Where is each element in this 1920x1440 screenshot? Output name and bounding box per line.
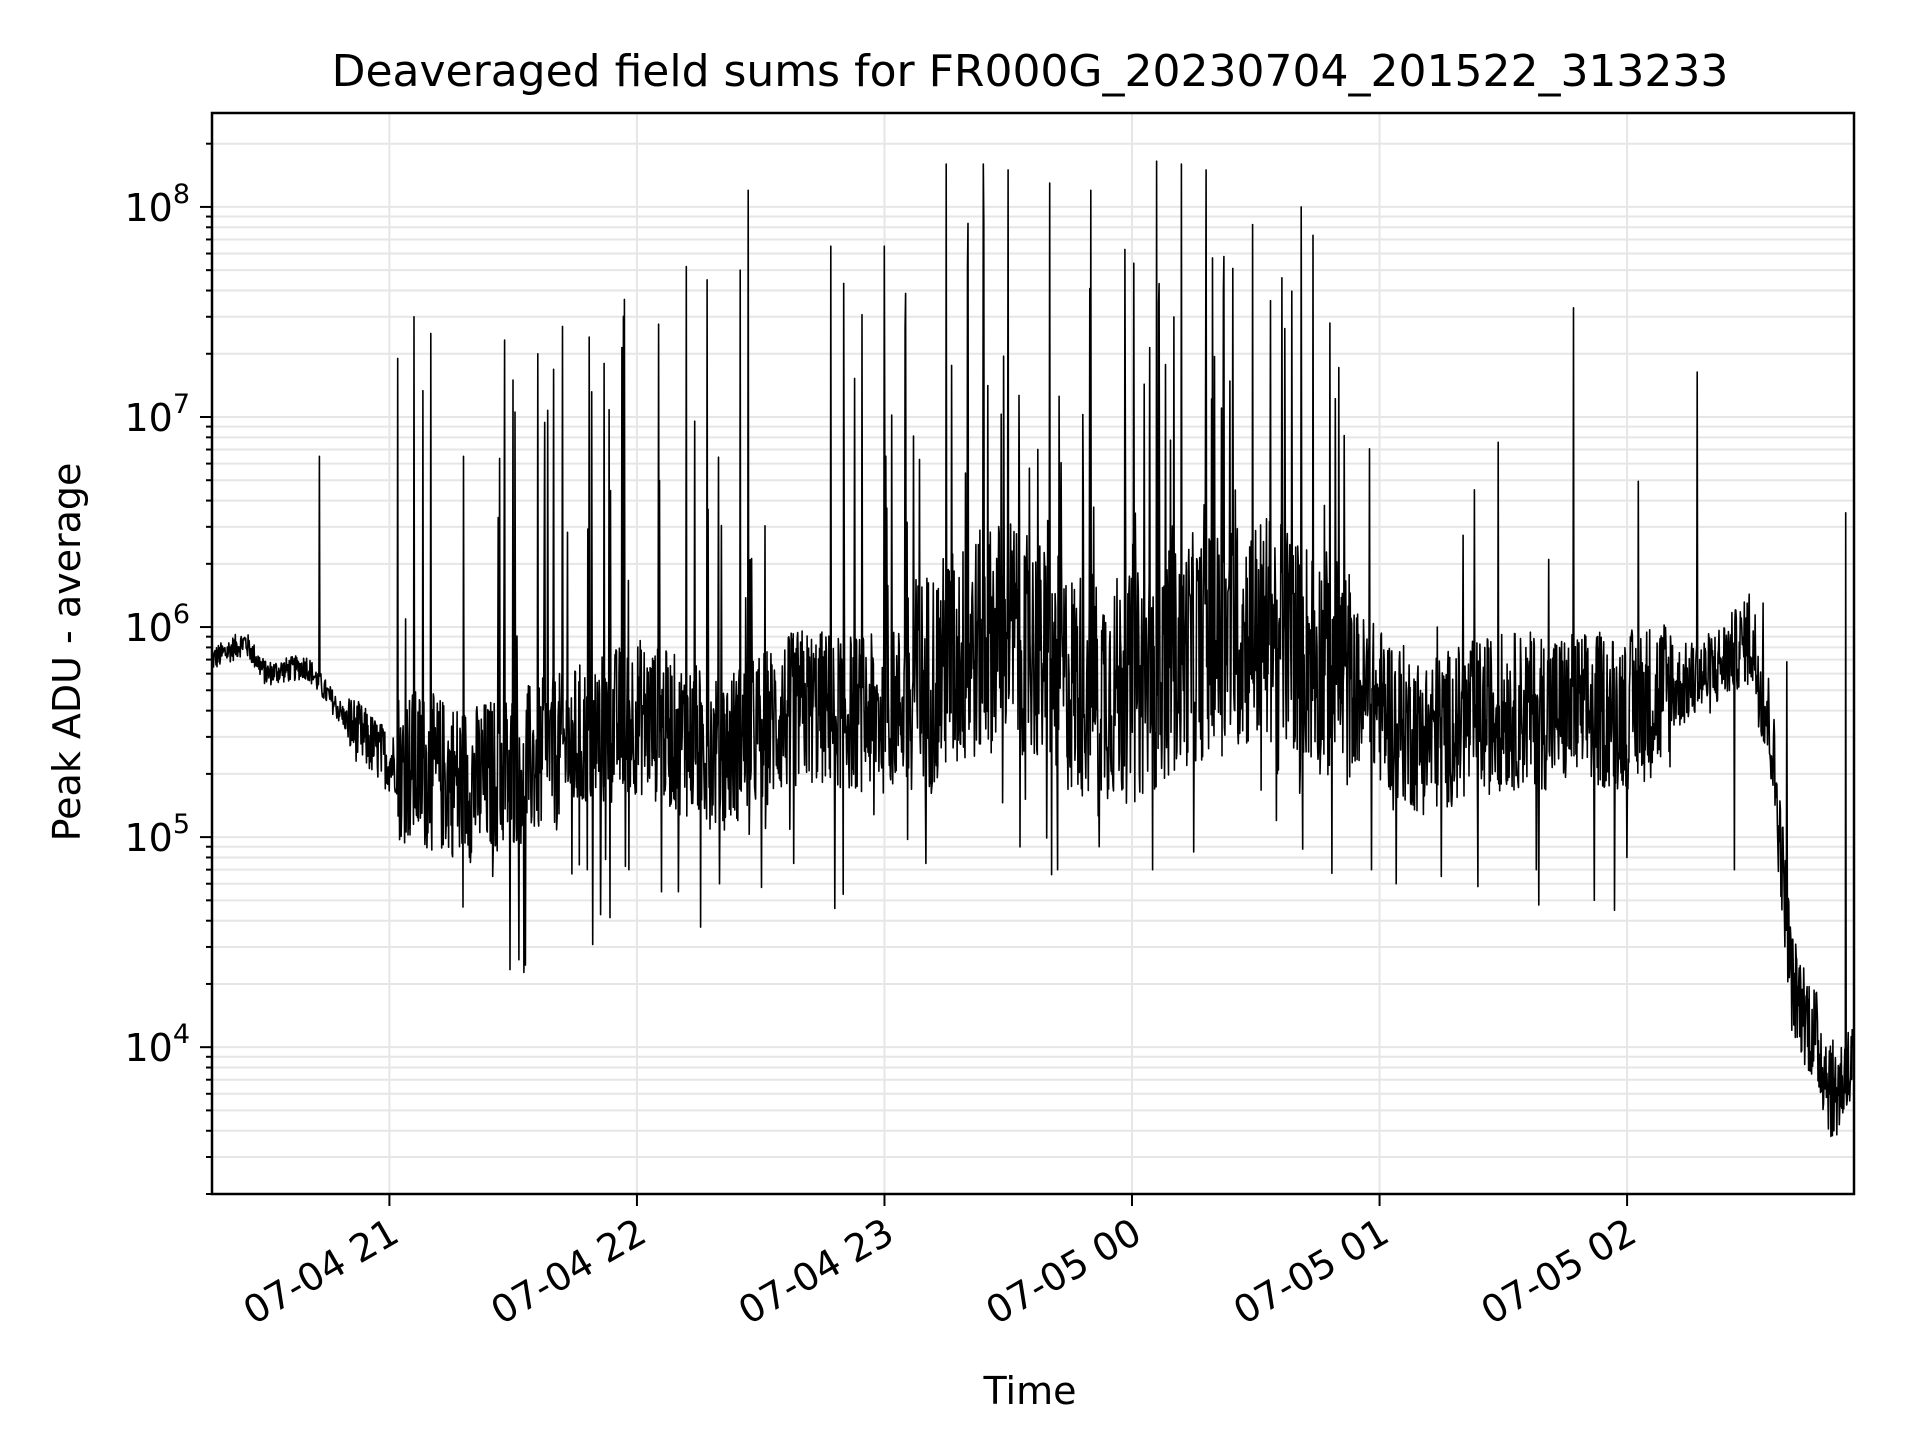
y-tick-base: 10 bbox=[124, 606, 172, 650]
y-tick-base: 10 bbox=[124, 1026, 172, 1070]
y-tick-exponent: 7 bbox=[173, 389, 190, 420]
x-tick-label: 07-05 01 bbox=[1226, 1210, 1396, 1334]
y-tick-label: 105 bbox=[124, 809, 190, 860]
y-tick-exponent: 6 bbox=[173, 599, 190, 630]
y-tick-label: 107 bbox=[124, 389, 190, 440]
series-line bbox=[211, 160, 1855, 1138]
x-axis: 07-04 21 07-04 22 07-04 23 07-05 00 07-05 01… bbox=[236, 1194, 1644, 1333]
y-tick-exponent: 4 bbox=[173, 1019, 190, 1050]
y-tick-base: 10 bbox=[124, 186, 172, 230]
y-tick-base: 10 bbox=[124, 816, 172, 860]
series-layer bbox=[211, 160, 1855, 1138]
y-tick-label: 106 bbox=[124, 599, 190, 650]
chart-title: Deaveraged field sums for FR000G_2023070… bbox=[332, 46, 1729, 97]
x-axis-label: Time bbox=[983, 1369, 1077, 1413]
x-tick-label: 07-04 21 bbox=[236, 1210, 406, 1334]
x-tick-label: 07-04 22 bbox=[483, 1210, 653, 1334]
y-tick-base: 10 bbox=[124, 396, 172, 440]
y-tick-label: 108 bbox=[124, 179, 190, 230]
x-tick-label: 07-04 23 bbox=[731, 1210, 901, 1334]
x-tick-label: 07-05 02 bbox=[1474, 1210, 1644, 1334]
y-tick-exponent: 5 bbox=[173, 809, 190, 840]
plot-frame bbox=[210, 111, 1856, 1196]
y-tick-label: 104 bbox=[124, 1019, 190, 1070]
y-tick-exponent: 8 bbox=[173, 179, 190, 210]
y-axis-label: Peak ADU - average bbox=[45, 463, 89, 842]
x-tick-label: 07-05 00 bbox=[979, 1210, 1149, 1334]
